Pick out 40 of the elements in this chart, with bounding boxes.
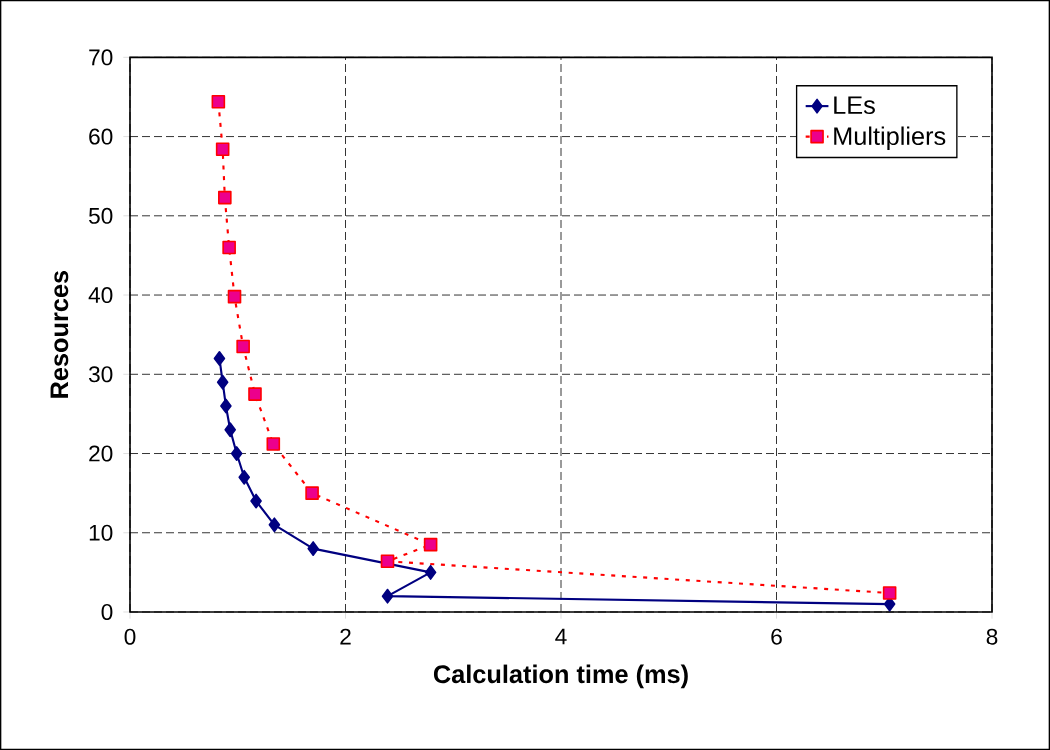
point [227, 289, 242, 304]
x-tick-label: 8 [986, 628, 998, 645]
point [211, 94, 226, 109]
y-tick-label: 0 [101, 603, 113, 621]
point [236, 339, 250, 354]
legend-label: Multipliers [834, 126, 946, 151]
point [423, 537, 438, 552]
point [218, 190, 232, 205]
point [266, 437, 281, 451]
point [215, 142, 230, 157]
legend-label: LEs [834, 96, 875, 115]
point [380, 554, 395, 569]
point [250, 493, 262, 509]
point [220, 398, 232, 414]
x-tick-label: 4 [555, 628, 567, 645]
y-axis-title: Resources [50, 270, 69, 398]
point [213, 350, 226, 366]
y-tick-label: 30 [88, 366, 113, 383]
x-tick-label: 6 [771, 628, 782, 645]
y-tick-label: 40 [88, 287, 113, 304]
y-tick-label: 10 [89, 524, 113, 541]
point [248, 387, 262, 401]
x-axis-title: Calculation time (ms) [433, 664, 688, 689]
point [222, 240, 236, 255]
point [230, 446, 243, 461]
y-tick-label: 60 [89, 128, 113, 145]
y-tick-label: 50 [88, 207, 113, 224]
x-tick-label: 0 [124, 628, 136, 645]
point [305, 486, 319, 500]
y-tick-label: 20 [89, 445, 113, 462]
point [882, 586, 897, 600]
point [424, 564, 437, 580]
point [268, 517, 281, 533]
x-tick-label: 2 [340, 628, 351, 645]
point [307, 541, 319, 557]
point [224, 422, 237, 438]
point [238, 469, 251, 485]
y-tick-label: 70 [89, 49, 113, 66]
point [381, 588, 394, 604]
point [216, 374, 229, 390]
